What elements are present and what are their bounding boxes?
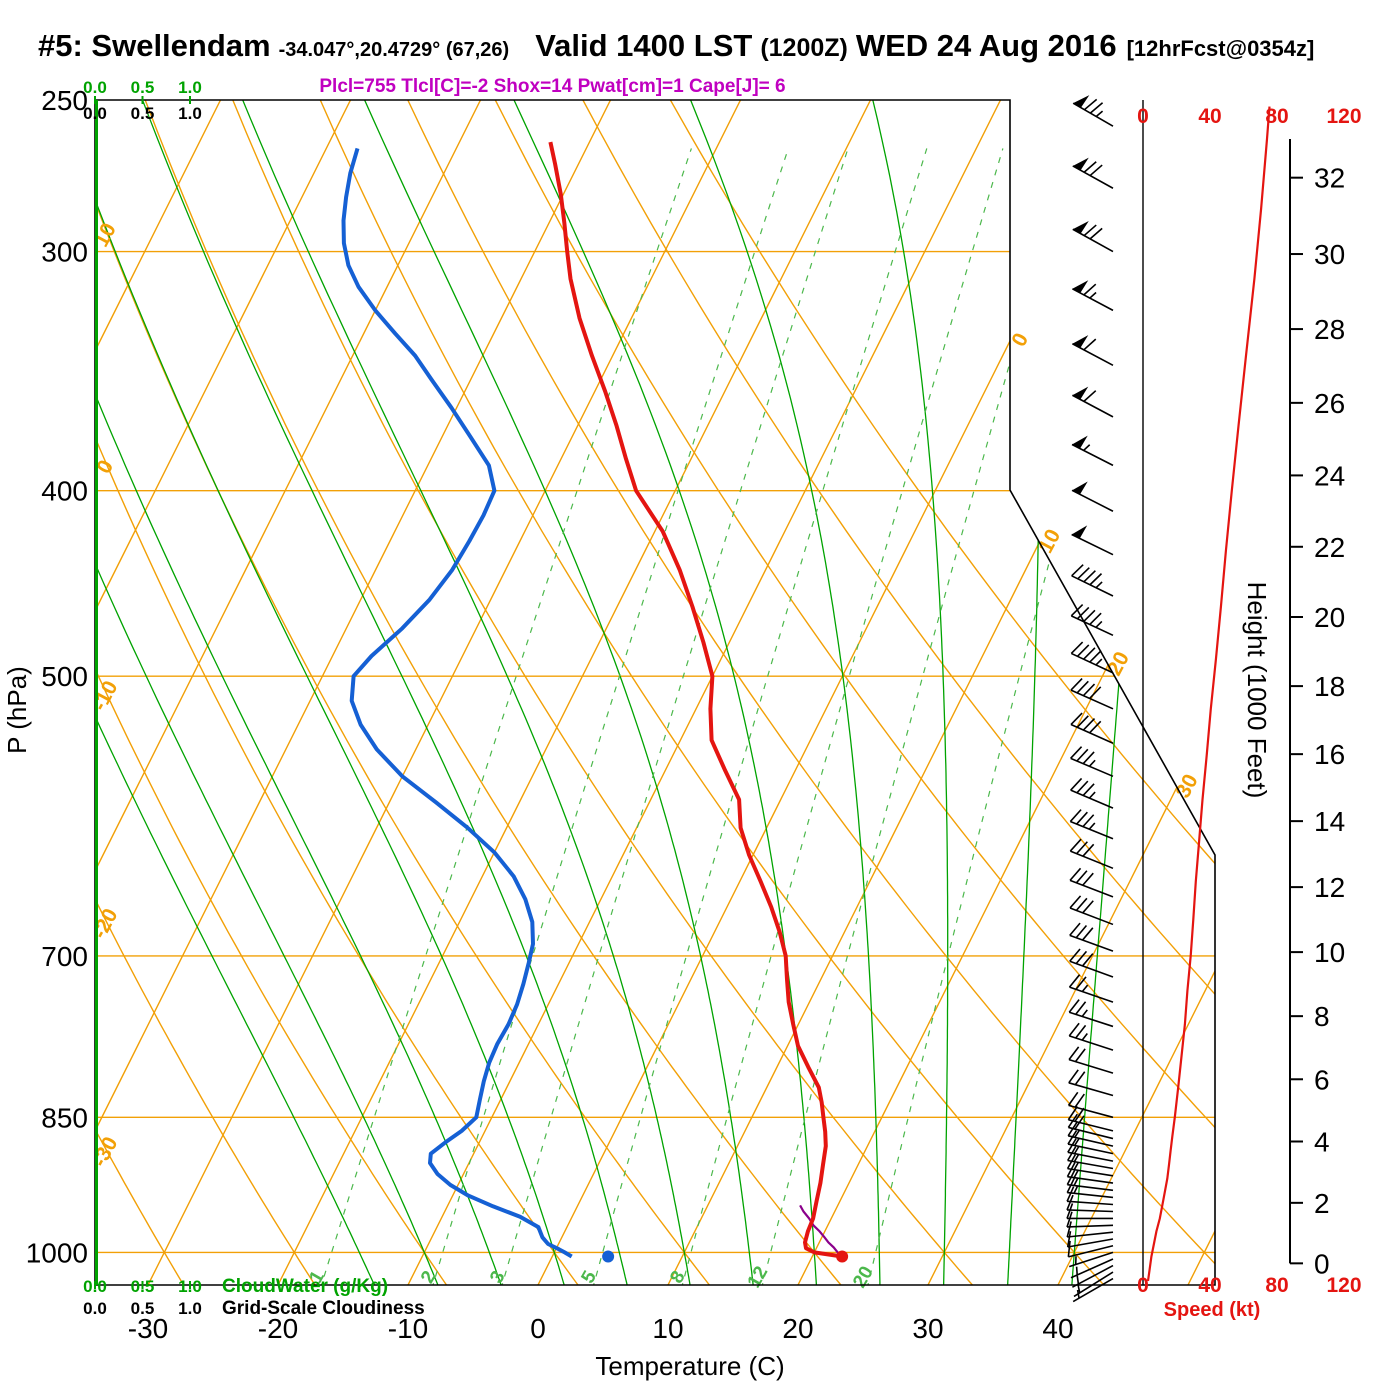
svg-text:0.5: 0.5 [131, 104, 155, 123]
surface-dewpoint-dot [602, 1250, 615, 1263]
svg-text:8: 8 [1314, 1001, 1330, 1032]
svg-text:-10: -10 [388, 1313, 428, 1344]
svg-text:30: 30 [912, 1313, 943, 1344]
svg-text:12: 12 [1314, 872, 1345, 903]
svg-text:26: 26 [1314, 388, 1345, 419]
svg-text:20: 20 [1314, 602, 1345, 633]
dewpoint-curve [341, 147, 573, 1259]
station-title: #5: Swellendam [38, 28, 271, 63]
svg-text:1.0: 1.0 [178, 104, 202, 123]
svg-text:-20: -20 [88, 905, 123, 943]
svg-text:0.0: 0.0 [83, 1299, 107, 1318]
svg-text:0.0: 0.0 [83, 78, 107, 97]
svg-text:10: 10 [652, 1313, 683, 1344]
moist-adiabats [95, 100, 1160, 1285]
svg-text:1000: 1000 [26, 1237, 88, 1268]
valid-date: WED 24 Aug 2016 [855, 28, 1117, 63]
parcel-trace [799, 1204, 843, 1258]
svg-text:80: 80 [1265, 1274, 1288, 1297]
svg-text:10: 10 [1314, 937, 1345, 968]
isobar-grid [95, 250, 1215, 1254]
svg-text:120: 120 [1326, 105, 1361, 128]
svg-text:CloudWater (g/Kg): CloudWater (g/Kg) [222, 1276, 388, 1297]
svg-text:6: 6 [1314, 1064, 1330, 1095]
svg-text:120: 120 [1326, 1274, 1361, 1297]
svg-text:Temperature (C): Temperature (C) [595, 1351, 784, 1381]
svg-text:1.0: 1.0 [178, 1299, 202, 1318]
svg-text:14: 14 [1314, 806, 1345, 837]
svg-text:12: 12 [744, 1263, 773, 1292]
valid-zulu: (1200Z) [760, 34, 848, 62]
sounding-profiles [341, 141, 843, 1259]
svg-text:16: 16 [1314, 739, 1345, 770]
stability-indices-line: Plcl=755 Tlcl[C]=-2 Shox=14 Pwat[cm]=1 C… [319, 76, 786, 97]
svg-text:24: 24 [1314, 460, 1345, 491]
wind-speed-curve [1146, 106, 1271, 1282]
svg-text:500: 500 [41, 661, 88, 692]
svg-text:0: 0 [1314, 1248, 1330, 1279]
svg-text:28: 28 [1314, 314, 1345, 345]
svg-text:-10: -10 [88, 677, 123, 715]
svg-text:2: 2 [1314, 1188, 1330, 1219]
svg-text:8: 8 [666, 1267, 689, 1287]
svg-text:0: 0 [1137, 105, 1149, 128]
wind-barbs [1066, 95, 1114, 1303]
station-coords: -34.047°,20.4729° (67,26) [278, 39, 510, 61]
svg-text:300: 300 [41, 237, 88, 268]
title-bar: #5: Swellendam -34.047°,20.4729° (67,26)… [38, 28, 1380, 64]
valid-time: Valid 1400 LST [535, 28, 753, 63]
svg-text:40: 40 [1198, 1274, 1221, 1297]
svg-text:-20: -20 [258, 1313, 298, 1344]
svg-text:400: 400 [41, 476, 88, 507]
svg-text:18: 18 [1314, 671, 1345, 702]
svg-text:40: 40 [1042, 1313, 1073, 1344]
svg-text:22: 22 [1314, 532, 1345, 563]
svg-text:30: 30 [1314, 239, 1345, 270]
isotherm-grid [95, 100, 1215, 1285]
svg-text:4: 4 [1314, 1126, 1330, 1157]
temperature-curve [548, 141, 843, 1259]
svg-text:0: 0 [1137, 1274, 1149, 1297]
svg-text:-30: -30 [128, 1313, 168, 1344]
svg-text:250: 250 [41, 85, 88, 116]
svg-text:850: 850 [41, 1102, 88, 1133]
svg-text:20: 20 [782, 1313, 813, 1344]
svg-text:P (hPa): P (hPa) [2, 666, 32, 754]
svg-text:80: 80 [1265, 105, 1288, 128]
svg-text:0.5: 0.5 [131, 78, 155, 97]
svg-text:Speed (kt): Speed (kt) [1164, 1299, 1261, 1321]
svg-text:Grid-Scale Cloudiness: Grid-Scale Cloudiness [222, 1298, 425, 1319]
svg-text:700: 700 [41, 941, 88, 972]
svg-text:20: 20 [849, 1263, 878, 1292]
svg-text:1.0: 1.0 [178, 78, 202, 97]
svg-text:3: 3 [486, 1267, 509, 1287]
svg-text:40: 40 [1198, 105, 1221, 128]
svg-text:0: 0 [1007, 329, 1033, 350]
svg-text:32: 32 [1314, 163, 1345, 194]
forecast-tag: [12hrFcst@0354z] [1126, 36, 1315, 61]
svg-text:0.5: 0.5 [131, 1299, 155, 1318]
surface-temp-dot [836, 1250, 849, 1263]
dry-adiabats [95, 100, 1215, 1285]
svg-text:0.0: 0.0 [83, 104, 107, 123]
svg-text:Height (1000 Feet): Height (1000 Feet) [1242, 582, 1272, 799]
svg-text:5: 5 [578, 1267, 602, 1287]
svg-text:0: 0 [530, 1313, 546, 1344]
svg-text:-30: -30 [88, 1133, 123, 1171]
